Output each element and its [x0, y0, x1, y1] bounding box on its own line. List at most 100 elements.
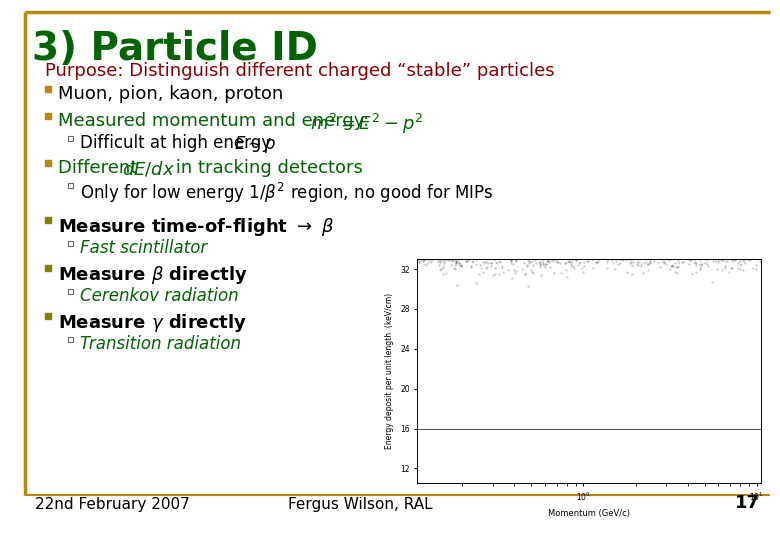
Point — [635, 248, 647, 257]
Text: Cerenkov radiation: Cerenkov radiation — [80, 287, 239, 305]
Point — [526, 256, 538, 265]
Point — [483, 251, 495, 259]
Point — [606, 245, 619, 254]
Point — [583, 248, 596, 257]
Point — [548, 248, 560, 257]
Point — [743, 247, 755, 256]
Point — [596, 249, 608, 258]
Point — [420, 253, 433, 261]
Point — [589, 245, 601, 254]
Point — [525, 246, 537, 254]
Point — [700, 245, 713, 254]
Point — [619, 248, 632, 257]
Point — [633, 258, 646, 266]
Point — [707, 253, 720, 262]
Point — [617, 255, 629, 264]
Point — [537, 261, 550, 269]
Point — [658, 254, 671, 262]
Point — [601, 254, 614, 263]
Point — [689, 245, 701, 254]
Point — [602, 247, 615, 255]
Point — [702, 261, 714, 270]
Point — [516, 251, 528, 259]
Point — [434, 247, 447, 256]
Point — [574, 252, 587, 260]
Point — [626, 253, 639, 261]
Point — [498, 253, 511, 262]
Point — [730, 249, 743, 258]
Point — [640, 247, 652, 256]
Point — [589, 251, 601, 260]
Point — [578, 246, 590, 254]
Point — [425, 246, 438, 254]
Point — [504, 249, 516, 258]
Point — [658, 258, 670, 266]
Point — [458, 248, 470, 257]
Point — [736, 256, 749, 265]
Point — [621, 268, 633, 277]
Point — [485, 259, 498, 268]
Point — [598, 246, 611, 255]
Point — [575, 248, 587, 256]
Point — [489, 257, 502, 266]
Point — [677, 253, 690, 262]
Point — [729, 248, 742, 257]
Point — [461, 247, 473, 255]
Point — [736, 247, 749, 256]
Bar — [45, 313, 51, 319]
Point — [610, 246, 622, 255]
Point — [612, 251, 625, 260]
Point — [590, 251, 602, 259]
Point — [652, 258, 665, 266]
Point — [584, 246, 597, 254]
Point — [613, 251, 626, 260]
Point — [574, 258, 587, 267]
Point — [550, 252, 562, 261]
Point — [679, 248, 691, 257]
Point — [437, 251, 449, 260]
Point — [629, 248, 641, 257]
Point — [581, 248, 594, 257]
Point — [657, 256, 669, 265]
Point — [525, 265, 537, 274]
Point — [739, 246, 752, 254]
Point — [701, 246, 714, 255]
Point — [686, 246, 699, 254]
Point — [751, 247, 764, 255]
Point — [569, 246, 581, 255]
Point — [514, 251, 526, 259]
Point — [532, 252, 544, 260]
Point — [519, 250, 531, 259]
Point — [524, 253, 537, 261]
Point — [614, 255, 626, 264]
Point — [699, 252, 711, 260]
Point — [453, 249, 466, 258]
Point — [729, 255, 742, 264]
Point — [561, 253, 573, 261]
Point — [629, 251, 642, 259]
Point — [664, 252, 676, 260]
Point — [599, 245, 612, 254]
Point — [437, 247, 449, 255]
Point — [716, 266, 729, 274]
Point — [562, 247, 574, 256]
Point — [499, 247, 512, 255]
Point — [544, 248, 557, 257]
Point — [425, 258, 438, 266]
Point — [565, 258, 577, 266]
Point — [598, 249, 611, 258]
Point — [434, 258, 446, 266]
Point — [555, 254, 567, 263]
Point — [512, 247, 525, 255]
Point — [586, 254, 598, 263]
Bar — [45, 113, 51, 119]
Point — [558, 259, 571, 267]
Point — [508, 247, 520, 256]
Point — [415, 255, 427, 264]
Point — [445, 246, 458, 255]
Point — [580, 254, 592, 262]
Point — [597, 247, 610, 255]
Point — [642, 266, 654, 274]
Point — [642, 253, 654, 261]
Text: 22nd February 2007: 22nd February 2007 — [35, 497, 190, 512]
